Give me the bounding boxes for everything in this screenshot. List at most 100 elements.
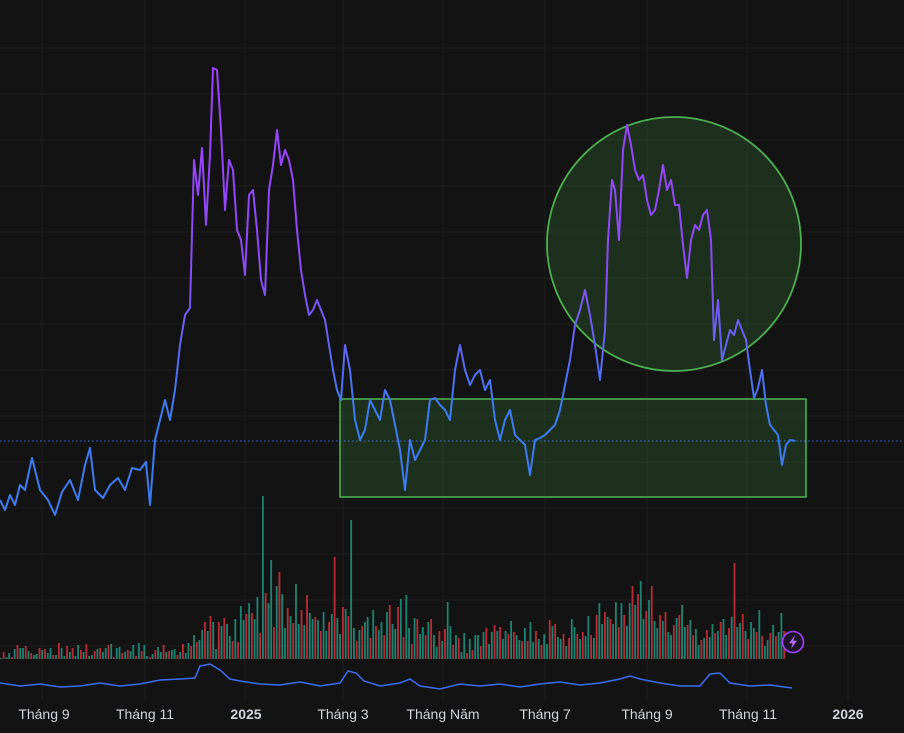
volume-bar xyxy=(16,645,19,659)
volume-bar xyxy=(672,625,675,659)
volume-bar xyxy=(63,656,66,659)
volume-bar xyxy=(744,631,747,659)
volume-bar xyxy=(286,608,289,659)
annotations[interactable] xyxy=(339,116,807,498)
volume-bar xyxy=(135,656,137,659)
volume-bar xyxy=(664,612,667,659)
volume-bar xyxy=(435,647,438,659)
volume-bar xyxy=(248,603,250,659)
volume-bar xyxy=(19,648,22,659)
volume-bar xyxy=(195,642,198,659)
volume-bar xyxy=(71,648,74,659)
volume-bar xyxy=(314,617,317,659)
volume-bar xyxy=(344,609,347,659)
volume-bar xyxy=(380,622,383,659)
volume-bar xyxy=(460,652,463,659)
volume-bar xyxy=(220,626,223,659)
volume-bar xyxy=(148,657,151,659)
volume-bar xyxy=(350,520,353,659)
volume-bar xyxy=(99,648,102,659)
volume-bar xyxy=(193,635,195,659)
volume-bar xyxy=(493,625,496,659)
volume-bar xyxy=(226,624,228,659)
highlight-circle[interactable] xyxy=(546,116,802,372)
volume-bar xyxy=(592,638,595,659)
volume-bar xyxy=(278,572,281,659)
volume-bar xyxy=(394,629,397,659)
volume-bar xyxy=(490,632,493,659)
volume-bar xyxy=(543,634,546,659)
volume-bar xyxy=(96,649,99,659)
indicator-line[interactable] xyxy=(0,663,793,690)
volume-bar xyxy=(639,581,642,659)
volume-bar xyxy=(758,610,761,659)
volume-bar xyxy=(656,628,659,659)
volume-bar xyxy=(13,649,16,659)
volume-bar xyxy=(628,603,631,659)
volume-bar xyxy=(717,631,719,659)
volume-bar xyxy=(686,625,689,659)
volume-bar xyxy=(766,640,769,659)
volume-bar xyxy=(510,621,512,659)
volume-bar xyxy=(446,602,449,659)
volume-bar xyxy=(104,648,107,659)
volume-bar xyxy=(317,620,319,659)
volume-bar xyxy=(289,616,292,659)
volume-bar xyxy=(121,653,124,659)
volume-bar xyxy=(413,618,416,659)
volume-bar xyxy=(275,586,278,659)
volume-bar xyxy=(253,619,256,659)
volume-bar xyxy=(540,645,543,659)
volume-bar xyxy=(477,635,479,659)
volume-bar xyxy=(708,637,711,659)
alert-button[interactable] xyxy=(781,630,805,654)
volume-bar xyxy=(113,657,115,659)
volume-bar xyxy=(675,618,678,659)
volume-bar xyxy=(432,635,435,659)
x-tick-label: Tháng 11 xyxy=(719,706,777,722)
volume-bar xyxy=(250,613,253,659)
volume-bar xyxy=(228,636,231,659)
volume-bar xyxy=(308,613,311,659)
volume-bar xyxy=(154,650,157,659)
volume-bar xyxy=(637,594,639,659)
volume-bar xyxy=(231,641,234,659)
volume-bar xyxy=(488,644,490,659)
price-line[interactable] xyxy=(0,67,796,516)
volume-bar xyxy=(336,618,339,659)
volume-bar xyxy=(85,644,88,659)
volume-bar xyxy=(259,633,262,659)
range-box[interactable] xyxy=(339,398,807,498)
volume-bar xyxy=(576,634,579,659)
volume-bar xyxy=(322,612,325,659)
volume-bar xyxy=(397,607,399,659)
volume-bar xyxy=(485,628,488,659)
volume-bar xyxy=(570,619,573,659)
volume-bar xyxy=(333,557,336,659)
volume-bar xyxy=(306,595,308,659)
volume-bar xyxy=(22,648,24,659)
volume-bar xyxy=(526,641,529,659)
volume-bar xyxy=(615,602,617,659)
volume-bar xyxy=(151,654,154,659)
volume-bar xyxy=(209,616,212,659)
volume-bar xyxy=(57,643,60,659)
volume-bar xyxy=(512,632,515,659)
x-tick-label: Tháng 7 xyxy=(519,706,571,722)
volume-bar xyxy=(557,637,559,659)
volume-bar xyxy=(521,641,524,659)
volume-bar xyxy=(529,622,532,659)
volume-bar xyxy=(565,646,568,659)
volume-bar xyxy=(206,631,209,659)
volume-bar xyxy=(2,652,5,659)
volume-bar xyxy=(5,657,8,659)
volume-bar xyxy=(683,627,686,659)
volume-bar xyxy=(441,641,444,659)
volume-bar xyxy=(747,639,750,659)
volume-bar xyxy=(408,628,410,659)
volume-bar xyxy=(777,632,780,659)
volume-bar xyxy=(66,646,68,659)
volume-bar xyxy=(427,622,430,659)
